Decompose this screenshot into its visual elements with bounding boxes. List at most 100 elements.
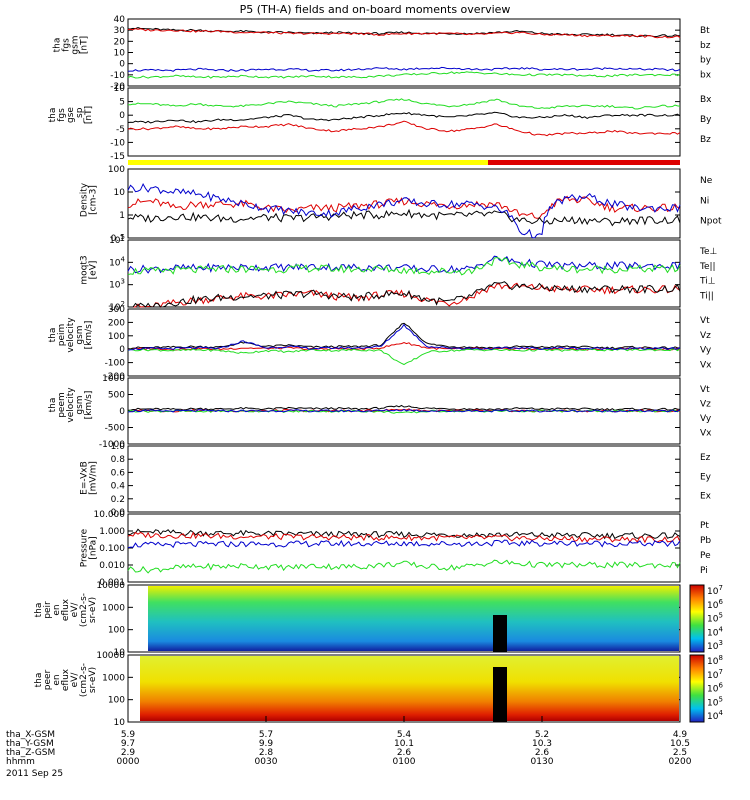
y-tick-label-p7: 0.0	[111, 508, 126, 518]
y-axis-label-s1: tha peir en eflux eV/(cm2-s-sr-eV)	[34, 593, 98, 627]
y-tick-label-s1: 10	[114, 648, 126, 658]
footer-value: 5.2	[535, 730, 549, 740]
legend-p8-Pb: Pb	[700, 536, 711, 546]
colorbar-s1	[689, 584, 705, 653]
series-line-p4-Ti⊥	[127, 255, 681, 274]
y-axis-label-s2: tha peer en eflux eV/(cm2-s-sr-eV)	[34, 663, 98, 697]
y-axis-label-line: eflux	[61, 668, 71, 691]
legend-p1-bz: bz	[700, 41, 711, 51]
legend-p7-Ex: Ex	[700, 492, 712, 502]
y-axis-label-line: [km/s]	[84, 321, 94, 350]
y-tick-label-p6: 500	[108, 391, 125, 401]
y-axis-label-line: [nT]	[80, 36, 90, 54]
legend-p1-Bt: Bt	[700, 26, 710, 36]
legend-p1-by: by	[700, 56, 712, 66]
panel-frame-p5	[127, 308, 681, 377]
y-axis-label-line: [nT]	[84, 106, 94, 124]
y-axis-label-p3: Density [cm-3]	[80, 182, 99, 217]
y-tick-label-s2: 1000	[102, 673, 125, 683]
y-tick-label-p3: 100	[108, 165, 125, 175]
legend-p6-Vy: Vy	[700, 414, 712, 424]
panel-frame-s1	[127, 584, 681, 653]
colorbar-tick-s1: 103	[707, 639, 723, 652]
y-tick-label-p5: 0	[119, 345, 125, 355]
y-tick-label-s1: 10000	[96, 581, 125, 591]
y-axis-label-p4: moqt3 [eV]	[80, 255, 99, 284]
legend-p4-Ti||: Ti||	[699, 291, 714, 301]
heatmap-fill-s1	[148, 586, 679, 651]
y-axis-label-line: [mV/m]	[89, 461, 99, 495]
y-tick-label-p2: -5	[116, 125, 125, 135]
y-tick-label-p3: 1	[119, 211, 125, 221]
y-tick-label-s2: 100	[108, 696, 125, 706]
y-axis-label-p1: tha fgs gsm [nT]	[53, 35, 90, 54]
panel-frame-p2	[127, 87, 681, 157]
series-line-p5-Vz	[127, 341, 681, 351]
y-tick-label-p4: 105	[109, 233, 125, 246]
y-tick-label-p8: 0.010	[99, 561, 125, 571]
series-line-p2-Bx	[127, 98, 681, 110]
y-tick-label-p1: 40	[114, 15, 126, 25]
legend-p1-bx: bx	[700, 70, 712, 80]
y-tick-label-p3: 10	[114, 188, 126, 198]
y-axis-label-line: gse	[66, 107, 76, 123]
y-tick-label-p6: 0	[119, 407, 125, 417]
colorbar-tick-s2: 105	[707, 695, 723, 708]
y-axis-label-line: [eV]	[89, 261, 99, 280]
y-tick-label-p1: 30	[114, 26, 126, 36]
y-axis-label-line: [km/s]	[84, 391, 94, 420]
y-axis-label-line: gsm	[75, 325, 85, 344]
heatmap-gap-s1	[493, 615, 507, 652]
legend-p2-By: By	[700, 115, 712, 125]
y-tick-label-p5: 300	[108, 305, 125, 315]
series-line-p2-By	[127, 111, 681, 124]
footer-value: 4.9	[673, 730, 688, 740]
footer-value: 5.9	[121, 730, 136, 740]
series-line-p6-Vt	[127, 404, 681, 411]
y-tick-label-p6: 1000	[102, 374, 125, 384]
y-tick-label-p2: -15	[110, 152, 125, 162]
y-axis-label-line: [cm-3]	[89, 185, 99, 215]
panel-frame-p1	[127, 18, 681, 87]
series-line-p1-bz	[127, 28, 681, 39]
colorbar-tick-s2: 104	[707, 709, 723, 722]
footer-row-label-1: tha_Y-GSM	[6, 739, 54, 749]
y-tick-label-p7: 0.8	[111, 455, 126, 465]
y-tick-label-p8: 10.000	[94, 510, 126, 520]
footer-value: 9.7	[121, 739, 135, 749]
heatmap-fill-s2	[140, 656, 679, 721]
y-axis-label-line: velocity	[66, 387, 76, 423]
legend-p6-Vx: Vx	[700, 429, 712, 439]
footer-row-label-0: tha_X-GSM	[6, 730, 55, 740]
footer-value: 9.9	[259, 739, 274, 749]
legend-p6-Vz: Vz	[700, 400, 711, 410]
series-line-p1-by	[127, 71, 681, 79]
y-tick-label-p8: 1.000	[99, 527, 125, 537]
y-tick-label-p1: 0	[119, 60, 125, 70]
y-axis-label-p6: tha peem velocity gsm [km/s]	[48, 387, 94, 423]
footer-value: 2.9	[121, 748, 136, 758]
y-axis-label-line: _sp	[75, 107, 85, 123]
y-axis-label-line: (cm2-s-	[79, 593, 89, 627]
legend-p5-Vz: Vz	[700, 331, 711, 341]
y-tick-label-p7: 0.6	[111, 468, 126, 478]
y-axis-label-line: tha	[53, 38, 63, 53]
heatmap-gap-s2	[493, 667, 507, 722]
y-tick-label-s1: 100	[108, 626, 125, 636]
legend-p3-Npot: Npot	[700, 217, 722, 227]
y-axis-label-line: eflux	[61, 598, 71, 621]
legend-p3-Ne: Ne	[700, 176, 713, 186]
y-axis-label-line: Pressure	[80, 528, 90, 567]
footer-value: 2.6	[535, 748, 550, 758]
y-axis-label-line: peir	[43, 601, 53, 619]
y-axis-label-line: fgs	[62, 38, 72, 52]
series-line-p8-Pi	[127, 539, 681, 549]
legend-p5-Vx: Vx	[700, 360, 712, 370]
legend-p2-Bx: Bx	[700, 95, 712, 105]
y-axis-label-line: eV/	[70, 602, 80, 618]
y-axis-label-line: en	[52, 674, 62, 685]
legend-p5-Vt: Vt	[700, 316, 710, 326]
footer-value: 0130	[531, 757, 554, 767]
series-line-p1-bx	[127, 66, 681, 72]
footer-value: 10.1	[394, 739, 414, 749]
